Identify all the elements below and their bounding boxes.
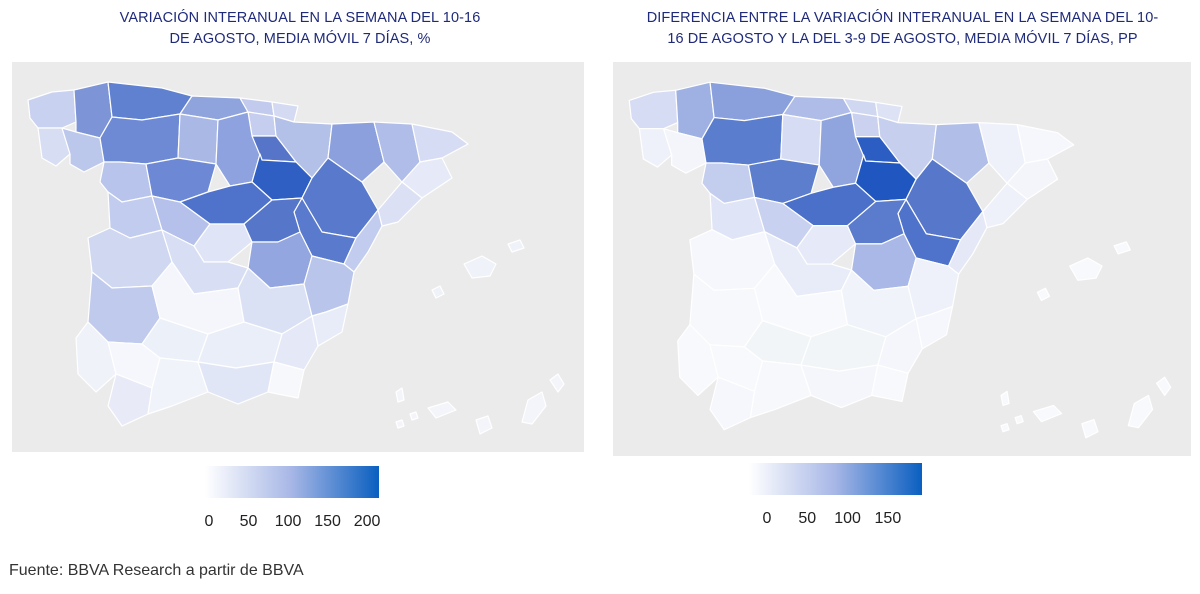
island-la-palma xyxy=(395,387,405,403)
island-fuerteventura xyxy=(521,391,547,425)
map-title-left-line-2: DE AGOSTO, MEDIA MÓVIL 7 DÍAS, % xyxy=(169,31,431,47)
province-girona xyxy=(1016,124,1075,164)
province-pontevedra xyxy=(37,127,71,167)
island-lanzarote xyxy=(549,373,565,393)
map-title-left-line-1: VARIACIÓN INTERANUAL EN LA SEMANA DEL 10… xyxy=(119,10,481,26)
spain-provinces-map-right xyxy=(628,81,1172,439)
legend-tick-label: 100 xyxy=(274,513,302,530)
legend-ticks-left: 0 50 100 150 200 xyxy=(204,513,381,535)
legend-tick-label: 150 xyxy=(874,510,902,527)
island-la-gomera xyxy=(409,411,419,421)
province-almeria xyxy=(267,361,305,399)
color-legend-left: 0 50 100 150 200 xyxy=(204,466,381,535)
province-huesca xyxy=(327,121,385,183)
province-alava xyxy=(850,111,881,138)
map-title-left: VARIACIÓN INTERANUAL EN LA SEMANA DEL 10… xyxy=(0,8,600,50)
legend-tick-label: 150 xyxy=(314,513,341,530)
island-el-hierro xyxy=(1000,423,1010,433)
island-lanzarote xyxy=(1155,376,1172,396)
legend-gradient-bar-left xyxy=(205,466,379,498)
spain-provinces-map-left xyxy=(27,81,565,435)
source-note: Fuente: BBVA Research a partir de BBVA xyxy=(9,562,304,579)
legend-gradient-bar-right xyxy=(749,463,922,497)
province-huesca xyxy=(931,122,990,184)
province-cadiz xyxy=(107,373,153,427)
island-ibiza xyxy=(431,285,445,299)
province-granada xyxy=(800,364,879,409)
legend-tick-label: 50 xyxy=(239,513,258,530)
legend-tick-label: 100 xyxy=(834,510,861,527)
province-leon xyxy=(99,113,181,165)
map-title-right-line-2: 16 DE AGOSTO Y LA DEL 3-9 DE AGOSTO, MED… xyxy=(667,31,1138,47)
island-ibiza xyxy=(1036,287,1051,302)
legend-ticks-right: 0 50 100 150 xyxy=(749,510,922,532)
island-la-palma xyxy=(1000,390,1010,407)
province-almeria xyxy=(871,364,909,403)
legend-tick-label: 0 xyxy=(204,513,214,530)
map-title-right-line-1: DIFERENCIA ENTRE LA VARIACIÓN INTERANUAL… xyxy=(646,10,1159,26)
color-legend-right: 0 50 100 150 xyxy=(749,463,922,532)
province-cadiz xyxy=(709,376,756,431)
island-el-hierro xyxy=(395,419,405,429)
island-mallorca xyxy=(1069,257,1103,281)
choropleth-map-left xyxy=(12,62,584,452)
province-ourense xyxy=(662,128,707,174)
legend-tick-label: 0 xyxy=(762,510,772,527)
province-barcelona xyxy=(1006,158,1059,201)
choropleth-map-right xyxy=(613,62,1191,456)
legend-tick-label: 200 xyxy=(353,513,381,530)
province-palencia xyxy=(177,113,219,165)
island-mallorca xyxy=(463,255,497,279)
province-a-coruna xyxy=(628,89,679,130)
map-title-right: DIFERENCIA ENTRE LA VARIACIÓN INTERANUAL… xyxy=(605,8,1200,50)
island-la-gomera xyxy=(1014,414,1024,425)
province-leon xyxy=(701,113,784,166)
province-granada xyxy=(197,361,275,405)
province-girona xyxy=(411,123,469,163)
island-tenerife xyxy=(1032,404,1063,423)
province-palencia xyxy=(780,113,822,166)
province-pontevedra xyxy=(638,128,673,168)
island-menorca xyxy=(507,239,525,253)
province-a-coruna xyxy=(27,89,77,129)
island-tenerife xyxy=(427,401,457,419)
island-fuerteventura xyxy=(1127,394,1154,429)
province-ourense xyxy=(61,127,105,173)
island-menorca xyxy=(1113,241,1131,255)
island-gran-canaria xyxy=(1081,419,1099,439)
island-gran-canaria xyxy=(475,415,493,435)
province-barcelona xyxy=(401,157,453,199)
province-alava xyxy=(247,111,277,137)
legend-tick-label: 50 xyxy=(798,510,817,527)
